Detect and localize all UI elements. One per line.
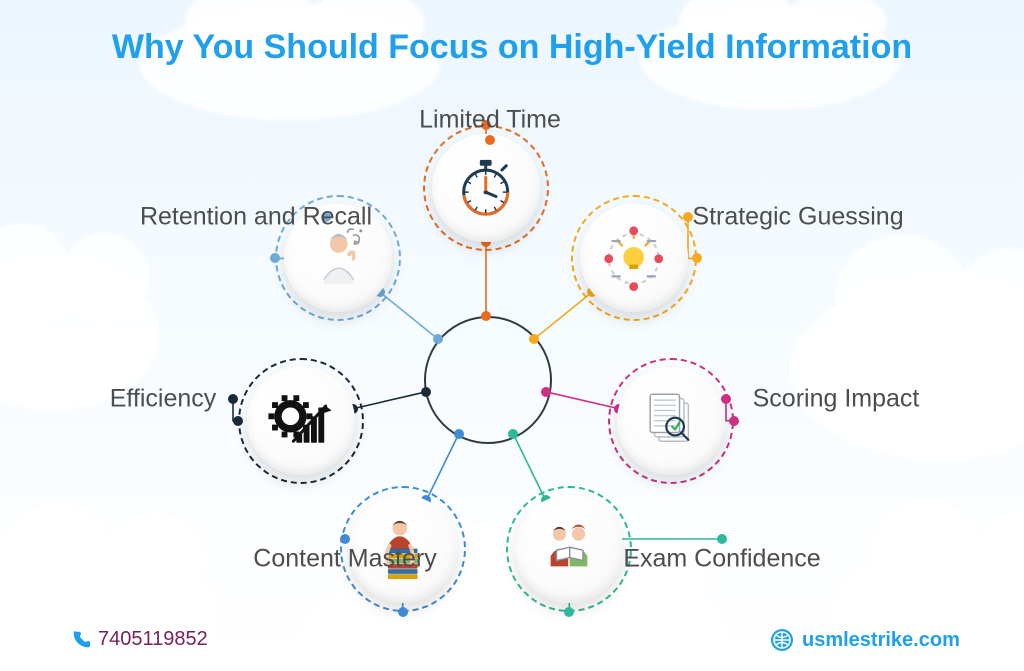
footer-site-text: usmlestrike.com: [802, 629, 960, 652]
connector-dot: [481, 311, 491, 321]
node-exam-confidence: [515, 495, 623, 603]
connector-dot: [485, 135, 495, 145]
cloud-decoration: [0, 503, 116, 608]
footer-phone: 7405119852: [70, 628, 208, 651]
label-content-mastery: Content Mastery: [253, 545, 436, 574]
node-scoring: [617, 367, 725, 475]
cloud-decoration: [869, 500, 986, 612]
label-scoring: Scoring Impact: [753, 385, 920, 414]
connector-dot: [233, 416, 243, 426]
connector-dot: [433, 334, 443, 344]
connector-dot: [508, 429, 518, 439]
page-title: Why You Should Focus on High-Yield Infor…: [0, 28, 1024, 67]
connector-dot: [717, 534, 727, 544]
couple-book-icon: [533, 512, 606, 585]
cloud-decoration: [61, 233, 149, 323]
node-efficiency: [247, 367, 355, 475]
cloud-decoration: [835, 235, 970, 361]
connector-dot: [454, 429, 464, 439]
thinking-person-icon: [302, 222, 375, 295]
connector-dot: [564, 607, 574, 617]
connector-dot: [421, 387, 431, 397]
papers-icon: [634, 384, 707, 457]
connector-dot: [270, 253, 280, 263]
cloud-decoration: [103, 513, 207, 603]
connector-dot: [692, 253, 702, 263]
phone-icon: [70, 629, 92, 651]
infographic-canvas: Why You Should Focus on High-Yield Infor…: [0, 0, 1024, 671]
connector-dot: [529, 334, 539, 344]
label-limited-time: Limited Time: [419, 106, 561, 135]
node-limited-time: [432, 134, 540, 242]
connector-dot: [228, 394, 238, 404]
label-retention: Retention and Recall: [140, 203, 372, 232]
node-strategic: [580, 204, 688, 312]
connector-dot: [340, 534, 350, 544]
globe-icon: [770, 628, 794, 652]
stopwatch-icon: [449, 151, 522, 224]
label-efficiency: Efficiency: [110, 385, 217, 414]
connector-dot: [721, 394, 731, 404]
connector-dot: [729, 416, 739, 426]
idea-cycle-icon: [597, 222, 670, 295]
gear-growth-icon: [264, 384, 337, 457]
footer-phone-number: 7405119852: [98, 628, 208, 651]
connector-dot: [541, 387, 551, 397]
label-strategic: Strategic Guessing: [692, 203, 903, 232]
footer-site: usmlestrike.com: [770, 628, 1000, 652]
label-exam-confidence: Exam Confidence: [623, 545, 820, 574]
connector-dot: [398, 607, 408, 617]
